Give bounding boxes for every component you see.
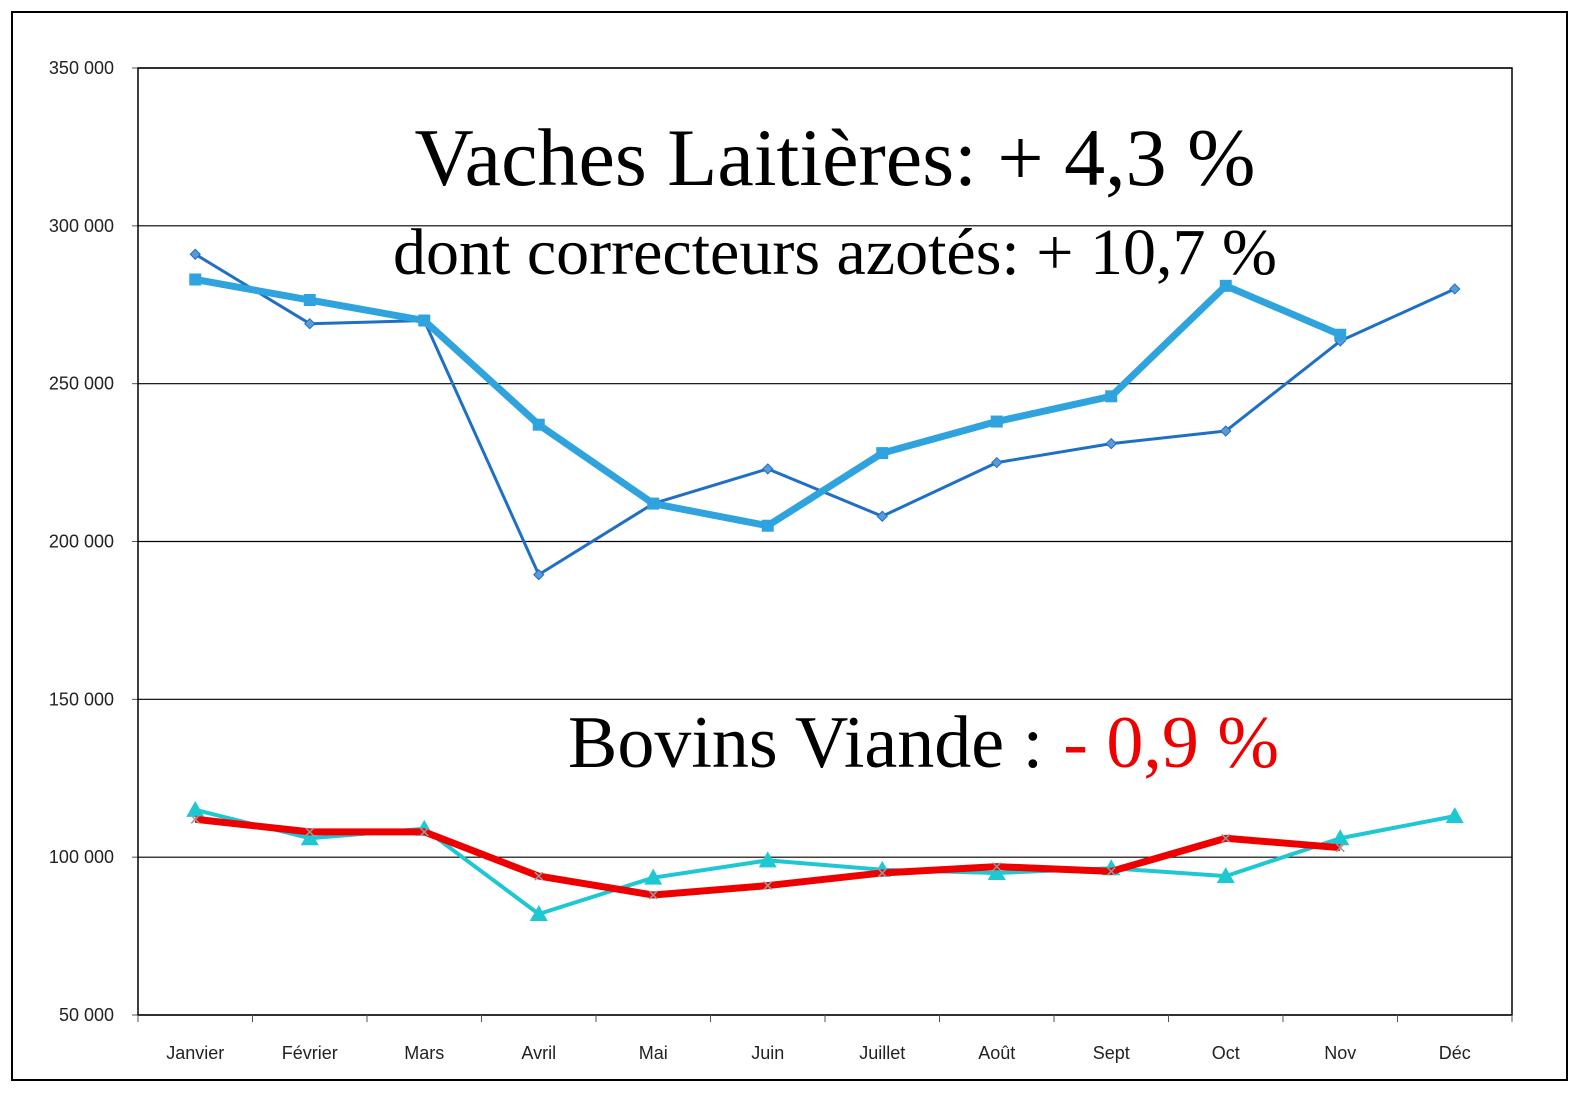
marker [300, 829, 319, 846]
marker [418, 314, 431, 327]
marker [190, 814, 200, 824]
marker [419, 827, 429, 837]
marker [189, 273, 202, 286]
marker [1334, 328, 1347, 341]
annotation: Bovins Viande : [568, 702, 1043, 784]
marker [1221, 833, 1231, 843]
marker [303, 294, 316, 307]
marker [991, 456, 1003, 469]
marker [761, 519, 774, 532]
marker [1331, 829, 1350, 846]
y-tick-label: 50 000 [59, 1005, 114, 1025]
annotation: - 0,9 % [1063, 702, 1279, 784]
marker [534, 871, 544, 881]
marker [1219, 279, 1232, 292]
y-tick-label: 300 000 [49, 216, 114, 236]
x-tick-label: Déc [1439, 1043, 1471, 1063]
marker [990, 415, 1003, 428]
x-tick-label: Août [978, 1043, 1015, 1063]
marker [763, 881, 773, 891]
x-tick-label: Janvier [166, 1043, 224, 1063]
marker [1220, 425, 1232, 437]
y-tick-label: 150 000 [49, 689, 114, 709]
x-tick-label: Oct [1212, 1043, 1240, 1063]
marker [876, 447, 889, 460]
marker [1106, 866, 1116, 876]
marker [876, 510, 888, 522]
marker [532, 418, 545, 431]
marker [647, 497, 660, 510]
marker [1335, 843, 1345, 853]
x-tick-label: Mars [404, 1043, 444, 1063]
marker [1105, 437, 1117, 450]
plot-area: 50 000 100 000 150 000 200 000 250 000 300 00… [49, 58, 1513, 1063]
y-tick-label: 200 000 [49, 532, 114, 552]
y-tick-label: 250 000 [49, 374, 114, 394]
marker [1445, 807, 1464, 824]
x-tick-label: Nov [1324, 1043, 1356, 1063]
marker [304, 317, 316, 330]
marker [189, 248, 201, 260]
marker [533, 568, 545, 581]
marker [758, 851, 777, 868]
marker [987, 863, 1006, 880]
frame [11, 11, 1568, 1081]
marker [1105, 390, 1118, 403]
marker [305, 827, 315, 837]
marker [1449, 283, 1461, 295]
marker [644, 868, 663, 885]
marker [877, 868, 887, 878]
annotation: Vaches Laitières: + 4,3 % [415, 112, 1256, 203]
marker [648, 890, 658, 900]
annotation: Bovins Viande :- 0,9 % [568, 702, 1279, 784]
marker [529, 904, 548, 921]
x-tick-label: Mai [639, 1043, 668, 1063]
marker [992, 862, 1002, 872]
x-tick-label: Avril [521, 1043, 556, 1063]
y-tick-label: 350 000 [49, 58, 114, 78]
marker [186, 800, 205, 817]
annotation: dont correcteurs azotés: + 10,7 % [393, 216, 1277, 289]
marker [762, 463, 774, 475]
x-tick-label: Février [282, 1043, 338, 1063]
y-tick-label: 100 000 [49, 847, 114, 867]
x-tick-label: Juillet [859, 1043, 905, 1063]
x-tick-label: Juin [751, 1043, 784, 1063]
x-tick-label: Sept [1093, 1043, 1130, 1063]
marker [1216, 867, 1235, 884]
